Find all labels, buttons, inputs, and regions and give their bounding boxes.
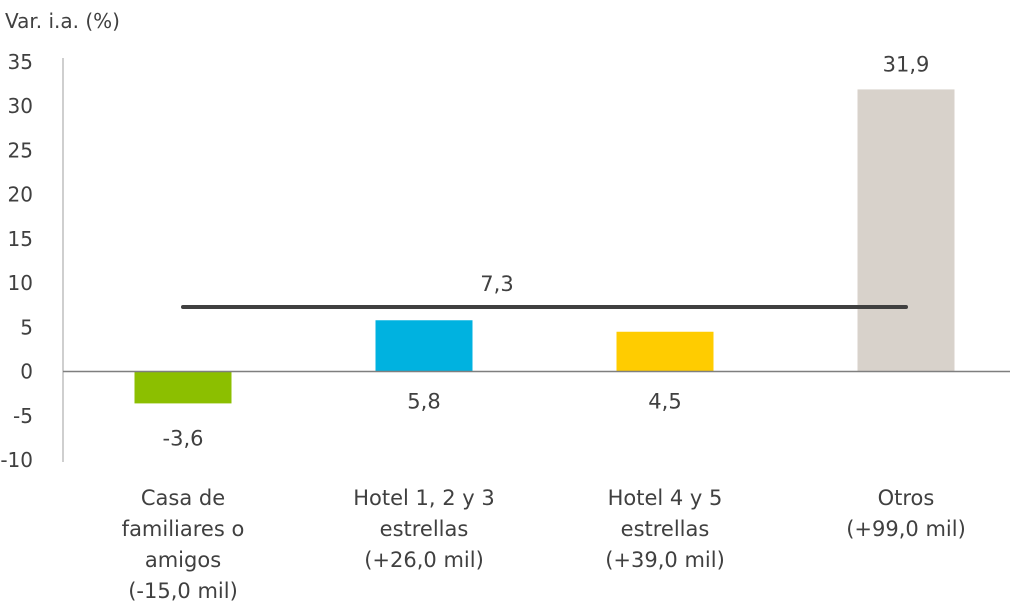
category-label: Casa de familiares o amigos (-15,0 mil)	[122, 486, 245, 603]
bar	[134, 371, 232, 404]
y-tick-label: 35	[8, 50, 33, 74]
category-label-line: estrellas	[380, 517, 469, 541]
category-label-line: (+39,0 mil)	[605, 548, 725, 572]
bar	[616, 331, 714, 372]
category-label-line: familiares o	[122, 517, 245, 541]
category-label: Otros (+99,0 mil)	[846, 486, 966, 541]
category-label-line: Hotel 1, 2 y 3	[353, 486, 495, 510]
y-tick-label: 20	[8, 183, 33, 207]
category-label-line: (-15,0 mil)	[128, 579, 238, 603]
data-label: 31,9	[883, 52, 930, 76]
data-label: 5,8	[407, 390, 440, 414]
y-tick-label: 10	[8, 271, 33, 295]
y-tick-label: 30	[8, 94, 33, 118]
category-label-line: amigos	[145, 548, 221, 572]
category-label-line: Otros	[878, 486, 935, 510]
category-label-line: Casa de	[141, 486, 225, 510]
y-tick-label: 15	[8, 227, 33, 251]
data-label: -3,6	[163, 426, 204, 450]
category-label: Hotel 1, 2 y 3 estrellas (+26,0 mil)	[353, 486, 495, 572]
y-tick-label: -5	[13, 404, 33, 428]
y-tick-label: 25	[8, 138, 33, 162]
y-tick-label: 5	[20, 315, 33, 339]
data-label: 4,5	[648, 390, 681, 414]
bar	[857, 89, 955, 372]
average-reference-label: 7,3	[480, 272, 513, 296]
y-axis-title: Var. i.a. (%)	[5, 9, 120, 33]
y-tick-label: 0	[20, 360, 33, 384]
category-label-line: (+99,0 mil)	[846, 517, 966, 541]
y-tick-label: -10	[0, 448, 33, 472]
category-label-line: (+26,0 mil)	[364, 548, 484, 572]
category-label: Hotel 4 y 5 estrellas (+39,0 mil)	[605, 486, 725, 572]
bar	[375, 320, 473, 372]
category-label-line: estrellas	[621, 517, 710, 541]
category-label-line: Hotel 4 y 5	[608, 486, 723, 510]
